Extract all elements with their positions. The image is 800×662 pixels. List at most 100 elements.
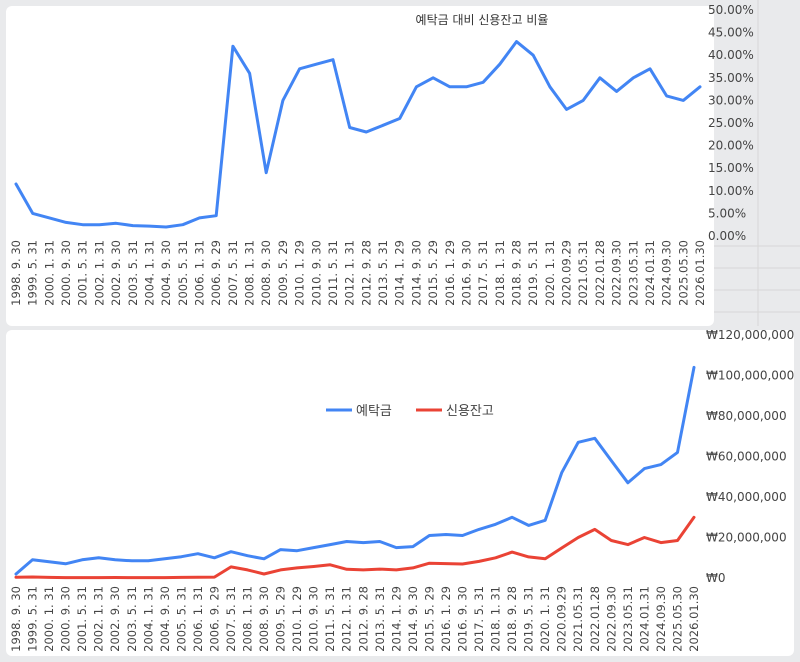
ratio-x-tick-label: 2004. 1. 31 (143, 240, 157, 306)
ratio-x-tick-label: 2006. 9. 29 (209, 240, 223, 306)
balance-data-point (594, 528, 596, 531)
balance-x-tick-label: 2012. 1. 31 (340, 586, 354, 652)
balance-x-tick-label: 2000. 9. 30 (59, 586, 73, 652)
balance-data-point (64, 576, 67, 579)
balance-data-point (64, 563, 67, 565)
ratio-x-tick-label: 2016. 9. 30 (459, 240, 473, 306)
ratio-data-point (599, 77, 601, 79)
balance-data-point (527, 524, 530, 527)
balance-x-tick-label: 2000. 1. 31 (42, 586, 56, 652)
ratio-y-tick-label: 5.00% (708, 206, 746, 220)
ratio-data-point (232, 45, 234, 47)
ratio-data-point (415, 86, 418, 88)
ratio-x-tick-label: 2000. 9. 30 (59, 240, 73, 306)
ratio-x-tick-label: 2001. 5. 31 (76, 240, 90, 306)
ratio-x-tick-label: 2000. 1. 31 (42, 240, 56, 306)
ratio-x-tick-label: 2018. 9. 28 (510, 240, 524, 306)
balance-chart-panel (6, 330, 794, 656)
balance-data-point (230, 550, 232, 553)
balance-data-point (48, 576, 50, 579)
balance-data-point (180, 555, 183, 558)
ratio-data-point (198, 217, 201, 219)
ratio-x-tick-label: 2014. 9. 30 (409, 240, 423, 306)
balance-x-tick-label: 2017. 5. 31 (472, 586, 486, 652)
ratio-series-line-0 (14, 40, 702, 229)
balance-data-point (412, 545, 414, 548)
balance-data-point (610, 459, 613, 462)
balance-x-tick-label: 2020.09.29 (555, 586, 569, 652)
balance-x-tick-label: 1999. 5. 31 (26, 586, 40, 652)
balance-data-point (279, 569, 282, 571)
balance-data-point (147, 560, 150, 562)
balance-x-axis: 1998. 9. 30 1999. 5. 31 2000. 1. 31 2000. 9… (9, 586, 701, 652)
ratio-data-point (398, 117, 401, 120)
ratio-chart-panel (6, 6, 714, 326)
balance-data-point (345, 540, 348, 543)
ratio-x-tick-label: 2013. 5. 31 (376, 240, 390, 306)
balance-series-line-1 (14, 515, 696, 580)
balance-data-point (263, 573, 265, 575)
balance-data-point (560, 471, 563, 474)
balance-data-point (48, 561, 50, 563)
ratio-x-tick-label: 2016. 1. 29 (443, 240, 457, 306)
balance-data-point (81, 576, 83, 579)
balance-x-tick-label: 2013. 5. 31 (373, 586, 387, 652)
balance-x-tick-label: 2011. 5. 31 (323, 586, 337, 652)
balance-x-tick-label: 2008. 9. 30 (257, 586, 271, 652)
balance-data-point (147, 576, 150, 579)
ratio-x-tick-label: 2006. 1. 31 (193, 240, 207, 306)
ratio-data-point (682, 99, 685, 102)
balance-x-tick-label: 2004. 9. 30 (158, 586, 172, 652)
balance-data-point (428, 562, 431, 564)
ratio-y-tick-label: 25.00% (708, 116, 754, 130)
balance-data-point (627, 482, 629, 484)
balance-data-point (164, 576, 166, 579)
balance-data-point (693, 516, 695, 519)
balance-data-point (279, 548, 282, 551)
ratio-x-tick-label: 2020.09.29 (560, 240, 574, 306)
ratio-data-point (549, 86, 551, 88)
ratio-data-point (48, 217, 51, 219)
balance-data-point (263, 558, 265, 560)
ratio-data-point (665, 95, 668, 97)
ratio-data-point (315, 63, 318, 65)
balance-y-tick-label: ₩100,000,000 (706, 369, 794, 383)
ratio-x-tick-label: 2008. 1. 31 (243, 240, 257, 306)
ratio-data-point (348, 126, 351, 129)
balance-data-point (461, 534, 464, 537)
ratio-data-point (282, 99, 284, 102)
ratio-x-tick-label: 2009. 5. 29 (276, 240, 290, 306)
ratio-x-tick-label: 2011. 5. 31 (326, 240, 340, 306)
ratio-x-tick-label: 2007. 5. 31 (226, 240, 240, 306)
balance-y-tick-label: ₩40,000,000 (706, 490, 787, 504)
balance-data-point (312, 546, 315, 549)
ratio-x-tick-label: 2017. 5. 31 (476, 240, 490, 306)
ratio-x-tick-label: 2022.01.28 (593, 240, 607, 306)
balance-data-point (395, 569, 398, 571)
balance-x-tick-label: 2012. 9. 28 (356, 586, 370, 652)
balance-x-tick-label: 2003. 5. 31 (125, 586, 139, 652)
balance-data-point (246, 569, 249, 571)
balance-plot (14, 365, 696, 580)
ratio-plot (14, 40, 702, 229)
balance-data-point (114, 559, 116, 561)
ratio-data-point (65, 221, 67, 224)
balance-data-point (329, 564, 332, 566)
balance-data-point (577, 441, 579, 444)
balance-data-point (329, 543, 332, 546)
ratio-data-point (81, 223, 84, 226)
ratio-data-point (632, 77, 635, 79)
ratio-x-tick-label: 1999. 5. 31 (26, 240, 40, 306)
ratio-x-tick-label: 2019. 5. 31 (526, 240, 540, 306)
ratio-y-tick-label: 30.00% (708, 93, 754, 107)
ratio-y-tick-label: 20.00% (708, 139, 754, 153)
legend-label-deposit: 예탁금 (356, 404, 392, 419)
balance-y-tick-label: ₩60,000,000 (706, 450, 787, 464)
balance-y-axis: ₩0 ₩20,000,000 ₩40,000,000 ₩60,000,000 ₩80,0… (706, 328, 794, 585)
balance-x-tick-label: 2021.05.31 (571, 586, 585, 652)
ratio-x-tick-label: 2004. 9. 30 (159, 240, 173, 306)
ratio-data-point (98, 223, 101, 226)
balance-x-tick-label: 2015. 5. 29 (422, 586, 436, 652)
ratio-data-point (515, 40, 518, 43)
ratio-y-tick-label: 35.00% (708, 71, 754, 85)
